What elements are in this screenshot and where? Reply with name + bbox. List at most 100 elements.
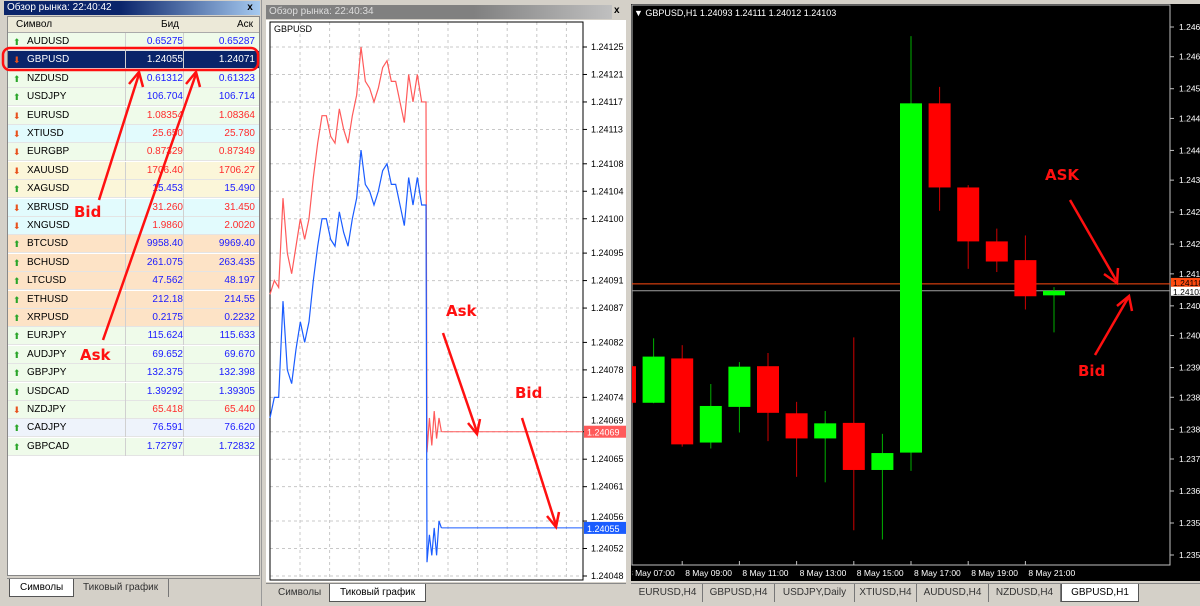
x-tick-label: 8 May 09:00 bbox=[685, 568, 732, 578]
column-symbol[interactable]: Символ bbox=[16, 19, 53, 30]
candle-body bbox=[699, 405, 722, 443]
ask-arrow bbox=[441, 332, 479, 433]
symbol-cell: LTCUSD bbox=[27, 275, 67, 287]
ask-cell: 69.670 bbox=[224, 348, 255, 360]
ask-price-label: 1.24069 bbox=[587, 428, 620, 438]
table-row[interactable]: ⬇ EURUSD 1.08354 1.08364 bbox=[8, 106, 259, 125]
column-divider bbox=[183, 180, 184, 199]
y-tick-label: 1.24074 bbox=[591, 392, 624, 402]
column-divider bbox=[183, 382, 184, 401]
chart-tab[interactable]: EURUSD,H4 bbox=[633, 584, 703, 602]
close-icon[interactable]: x bbox=[247, 2, 253, 13]
market-watch-table: Символ Бид Аск ⬆ AUDUSD 0.65275 0.65287 ⬇… bbox=[7, 16, 260, 576]
chart-tab[interactable]: USDJPY,Daily bbox=[775, 584, 855, 602]
y-tick-label: 1.24680 bbox=[1179, 22, 1200, 32]
y-tick-label: 1.24069 bbox=[591, 416, 624, 426]
bid-cell: 1706.40 bbox=[146, 164, 183, 176]
arrow-up-icon: ⬆ bbox=[13, 37, 21, 47]
plot-border bbox=[269, 21, 584, 581]
ask-cell: 48.197 bbox=[224, 275, 255, 287]
symbol-cell: XNGUSD bbox=[27, 220, 70, 231]
annotation-arrows bbox=[441, 332, 561, 530]
bid-cell: 261.075 bbox=[146, 256, 183, 268]
table-row[interactable]: ⬆ EURJPY 115.624 115.633 bbox=[8, 327, 259, 346]
plot-border bbox=[631, 4, 1171, 566]
chart-tab[interactable]: GBPUSD,H4 bbox=[703, 584, 775, 602]
table-row[interactable]: ⬆ XRPUSD 0.2175 0.2232 bbox=[8, 309, 259, 327]
column-ask[interactable]: Аск bbox=[236, 19, 253, 30]
tab-symbols[interactable]: Символы bbox=[268, 584, 333, 602]
bid-cell: 1.24055 bbox=[146, 54, 183, 66]
table-row[interactable]: ⬆ CADJPY 76.591 76.620 bbox=[8, 419, 259, 438]
y-tick-label: 1.23595 bbox=[1179, 518, 1200, 528]
arrow-up-icon: ⬆ bbox=[13, 386, 21, 397]
column-divider bbox=[183, 419, 184, 438]
tab-tick-chart[interactable]: Тиковый график bbox=[329, 584, 427, 602]
table-row[interactable]: ⬆ GBPCAD 1.72797 1.72832 bbox=[8, 437, 259, 456]
candle-body bbox=[814, 423, 837, 439]
table-row[interactable]: ⬆ GBPJPY 132.375 132.398 bbox=[8, 364, 259, 383]
column-divider bbox=[183, 125, 184, 143]
tab-symbols[interactable]: Символы bbox=[9, 579, 75, 597]
chart-tab[interactable]: AUDUSD,H4 bbox=[917, 584, 989, 602]
symbol-cell: USDCAD bbox=[27, 385, 70, 397]
ask-arrow-head bbox=[467, 418, 482, 437]
arrow-up-icon: ⬆ bbox=[13, 184, 21, 195]
table-row[interactable]: ⬇ XBRUSD 31.260 31.450 bbox=[8, 198, 259, 217]
close-icon[interactable]: x bbox=[614, 5, 620, 16]
candle-body bbox=[671, 358, 694, 445]
chart-tab[interactable]: NZDUSD,H4 bbox=[989, 584, 1061, 602]
bid-cell: 212.18 bbox=[152, 293, 183, 305]
table-row[interactable]: ⬆ USDJPY 106.704 106.714 bbox=[8, 88, 259, 107]
table-row[interactable]: ⬆ AUDUSD 0.65275 0.65287 bbox=[8, 33, 259, 51]
bid-cell: 31.260 bbox=[152, 201, 183, 213]
table-row[interactable]: ⬆ ETHUSD 212.18 214.55 bbox=[8, 290, 259, 309]
table-row[interactable]: ⬆ AUDJPY 69.652 69.670 bbox=[8, 345, 259, 364]
y-tick-label: 1.24121 bbox=[591, 69, 624, 79]
y-tick-label: 1.23935 bbox=[1179, 363, 1200, 373]
table-row[interactable]: ⬇ EURGBP 0.87329 0.87349 bbox=[8, 143, 259, 162]
x-tick-label: 8 May 17:00 bbox=[914, 568, 961, 578]
table-row[interactable]: ⬆ XAGUSD 15.453 15.490 bbox=[8, 180, 259, 199]
bid-arrow-head bbox=[128, 69, 145, 88]
column-divider bbox=[125, 143, 126, 162]
chart-tab[interactable]: GBPUSD,H1 bbox=[1061, 584, 1139, 602]
bid-cell: 1.72797 bbox=[146, 440, 183, 452]
table-row[interactable]: ⬇ XNGUSD 1.9860 2.0020 bbox=[8, 217, 259, 235]
ask-cell: 15.490 bbox=[224, 183, 255, 195]
ask-cell: 1.08364 bbox=[218, 109, 255, 121]
x-tick-label: 8 May 07:00 bbox=[628, 568, 675, 578]
y-tick-label: 1.24104 bbox=[591, 186, 624, 196]
bid-cell: 69.652 bbox=[152, 348, 183, 360]
column-divider bbox=[183, 69, 184, 88]
candle-body bbox=[728, 366, 751, 407]
table-row[interactable]: ⬇ NZDJPY 65.418 65.440 bbox=[8, 401, 259, 419]
y-tick-label: 1.24095 bbox=[591, 248, 624, 258]
column-divider bbox=[183, 88, 184, 107]
ask-price-label: 1.24118 bbox=[1173, 278, 1200, 288]
column-divider bbox=[183, 51, 184, 70]
bid-cell: 25.650 bbox=[152, 128, 183, 139]
arrow-up-icon: ⬆ bbox=[13, 441, 21, 452]
tick-window-tabs: Символы Тиковый график bbox=[266, 583, 626, 603]
arrow-up-icon: ⬆ bbox=[13, 239, 21, 250]
column-divider bbox=[183, 161, 184, 180]
table-row[interactable]: ⬆ LTCUSD 47.562 48.197 bbox=[8, 272, 259, 291]
table-row[interactable]: ⬇ XTIUSD 25.650 25.780 bbox=[8, 125, 259, 143]
tab-tick-chart[interactable]: Тиковый график bbox=[73, 579, 170, 597]
ask-cell: 106.714 bbox=[218, 91, 255, 103]
column-divider bbox=[125, 51, 126, 70]
collapse-triangle-icon[interactable]: ▼ bbox=[634, 8, 646, 18]
table-row[interactable]: ⬇ XAUUSD 1706.40 1706.27 bbox=[8, 161, 259, 180]
column-bid[interactable]: Бид bbox=[161, 19, 179, 30]
chart-tab[interactable]: XTIUSD,H4 bbox=[855, 584, 917, 602]
table-row[interactable]: ⬆ BCHUSD 261.075 263.435 bbox=[8, 253, 259, 272]
arrow-up-icon: ⬆ bbox=[13, 331, 21, 342]
symbol-cell: AUDJPY bbox=[27, 348, 67, 360]
table-row[interactable]: ⬆ USDCAD 1.39292 1.39305 bbox=[8, 382, 259, 401]
x-tick-label: 8 May 19:00 bbox=[971, 568, 1018, 578]
column-divider bbox=[183, 309, 184, 327]
symbol-cell: GBPCAD bbox=[27, 440, 70, 452]
arrow-up-icon: ⬆ bbox=[13, 294, 21, 305]
arrow-up-icon: ⬆ bbox=[13, 73, 21, 84]
